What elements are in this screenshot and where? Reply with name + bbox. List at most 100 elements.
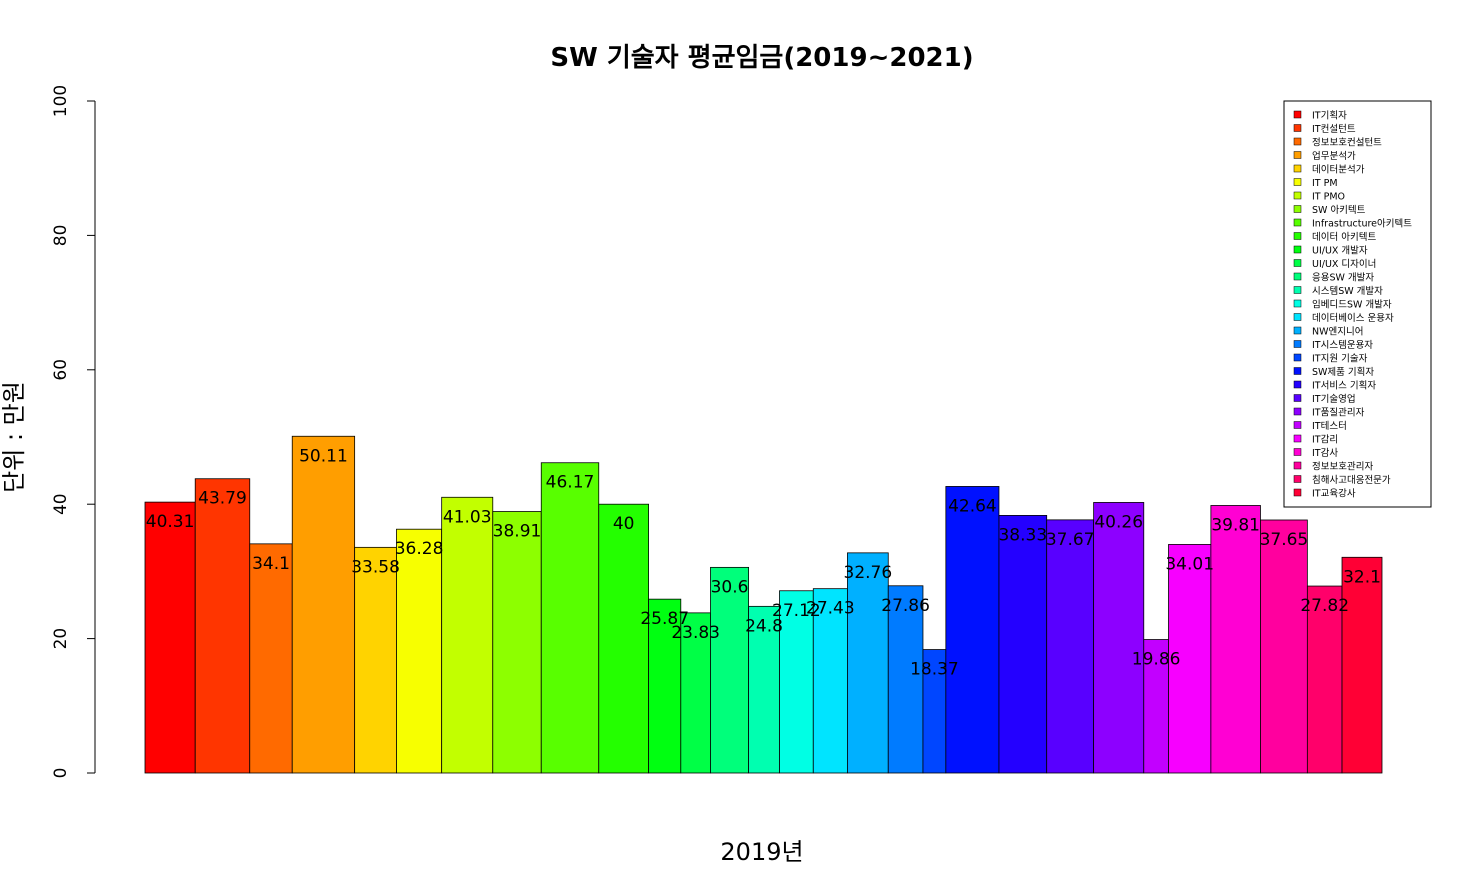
bar: [779, 590, 814, 774]
legend-swatch: [1293, 475, 1302, 483]
bar-value-label: 46.17: [546, 473, 595, 493]
legend-entry-label: 데이터 아키텍트: [1312, 232, 1376, 243]
bar-value-label: 40: [613, 514, 635, 534]
bar-value-label: 37.67: [1046, 530, 1095, 550]
bar-value-label: 41.03: [443, 507, 492, 527]
legend-swatch: [1293, 232, 1302, 240]
y-tick-label: 20: [51, 628, 71, 650]
legend-swatch: [1293, 178, 1302, 186]
bar: [1093, 502, 1145, 774]
legend-entry-label: IT감사: [1312, 447, 1338, 459]
bar-value-label: 40.26: [1094, 512, 1143, 532]
y-axis-label: 단위 : 만원: [0, 381, 28, 493]
bar-value-label: 36.28: [395, 539, 444, 559]
legend-entry-label: 데이터베이스 운용자: [1312, 313, 1394, 324]
legend-entry-label: IT품질관리자: [1312, 407, 1365, 419]
bar-value-label: 50.11: [299, 446, 348, 466]
legend-entry-label: 정보보호관리자: [1312, 462, 1373, 473]
y-tick-label: 0: [51, 768, 71, 779]
bar: [492, 511, 542, 774]
chart-title: SW 기술자 평균임금(2019~2021): [550, 43, 973, 73]
bar-value-label: 27.86: [881, 596, 930, 616]
bar: [1143, 639, 1169, 774]
legend-swatch: [1293, 448, 1302, 456]
legend-entry-label: IT시스템운용자: [1312, 339, 1373, 351]
y-axis-ticks: 0 20 40 60 80 100: [51, 85, 95, 779]
bar: [887, 585, 924, 774]
legend-swatch: [1293, 191, 1302, 200]
x-axis-label: 2019년: [720, 838, 803, 866]
legend-swatch: [1293, 421, 1302, 429]
legend-entry-label: IT교육강사: [1312, 489, 1356, 500]
bar-value-label: 34.1: [252, 554, 290, 574]
bar-value-label: 37.65: [1260, 530, 1309, 550]
bar: [396, 528, 443, 774]
legend-entry-label: 임베디드SW 개발자: [1312, 299, 1392, 311]
bar: [249, 543, 293, 774]
bar: [648, 598, 682, 774]
legend-entry-label: IT PM: [1312, 178, 1338, 189]
bars-group: [144, 435, 1383, 774]
bar: [540, 462, 600, 774]
bar-value-label: 19.86: [1132, 650, 1181, 670]
legend-swatch: [1293, 394, 1302, 402]
legend-swatch: [1293, 461, 1302, 470]
bar-value-label: 27.43: [806, 599, 855, 619]
bar-value-label: 25.87: [640, 609, 689, 629]
legend-swatch: [1293, 488, 1302, 497]
bar-value-label: 33.58: [351, 557, 400, 577]
legend-swatch: [1293, 272, 1302, 281]
legend-swatch: [1293, 259, 1302, 267]
bar: [1210, 505, 1261, 774]
bar: [1341, 556, 1383, 774]
legend-entry-label: 응용SW 개발자: [1312, 273, 1374, 284]
bar-value-label: 42.64: [948, 496, 997, 516]
bar: [354, 546, 397, 774]
bar-value-label: 24.8: [745, 616, 783, 636]
bar: [144, 501, 196, 774]
bar: [1168, 544, 1212, 774]
bar-value-label: 43.79: [198, 489, 247, 509]
legend-entry-label: IT기획자: [1312, 110, 1347, 122]
bar: [812, 588, 848, 774]
bar-value-label: 27.82: [1300, 596, 1349, 616]
bar: [194, 478, 251, 774]
legend-entry-label: SW 아키텍트: [1312, 205, 1366, 216]
bar-value-label: 40.31: [146, 512, 195, 532]
bar-value-label: 38.33: [998, 525, 1047, 545]
bar-value-label: 27.12: [772, 601, 821, 621]
y-tick-label: 100: [51, 85, 71, 117]
y-tick-label: 60: [51, 359, 71, 381]
bar: [680, 612, 711, 774]
bar-value-label: 38.91: [493, 522, 542, 542]
bar-value-label: 32.76: [844, 563, 893, 583]
legend-swatch: [1293, 299, 1302, 308]
legend-swatch: [1293, 407, 1302, 416]
legend-entry-label: IT감리: [1312, 434, 1338, 446]
bar: [748, 605, 780, 774]
legend-entry-label: IT테스터: [1312, 421, 1347, 432]
bar-value-label: 39.81: [1211, 515, 1260, 535]
legend-entry-label: UI/UX 디자이너: [1312, 259, 1376, 270]
legend-swatch: [1293, 340, 1302, 348]
bar: [1046, 519, 1095, 774]
bar: [1306, 585, 1343, 774]
y-tick-label: 80: [51, 225, 71, 247]
legend-entry-label: 침해사고대응전문가: [1312, 474, 1391, 486]
bar: [710, 566, 750, 774]
legend-entry-label: IT기술영업: [1312, 393, 1356, 405]
legend-swatch: [1293, 110, 1302, 119]
y-tick-label: 40: [51, 493, 71, 515]
legend-swatch: [1293, 380, 1302, 389]
bar: [598, 503, 649, 774]
legend-swatch: [1293, 313, 1302, 321]
legend-entry-label: UI/UX 개발자: [1312, 246, 1368, 257]
bar: [441, 496, 494, 774]
legend-entry-label: SW제품 기획자: [1312, 366, 1374, 378]
legend-entry-label: IT PMO: [1312, 192, 1345, 203]
legend-swatch: [1293, 164, 1302, 173]
legend-box: [1283, 100, 1432, 508]
